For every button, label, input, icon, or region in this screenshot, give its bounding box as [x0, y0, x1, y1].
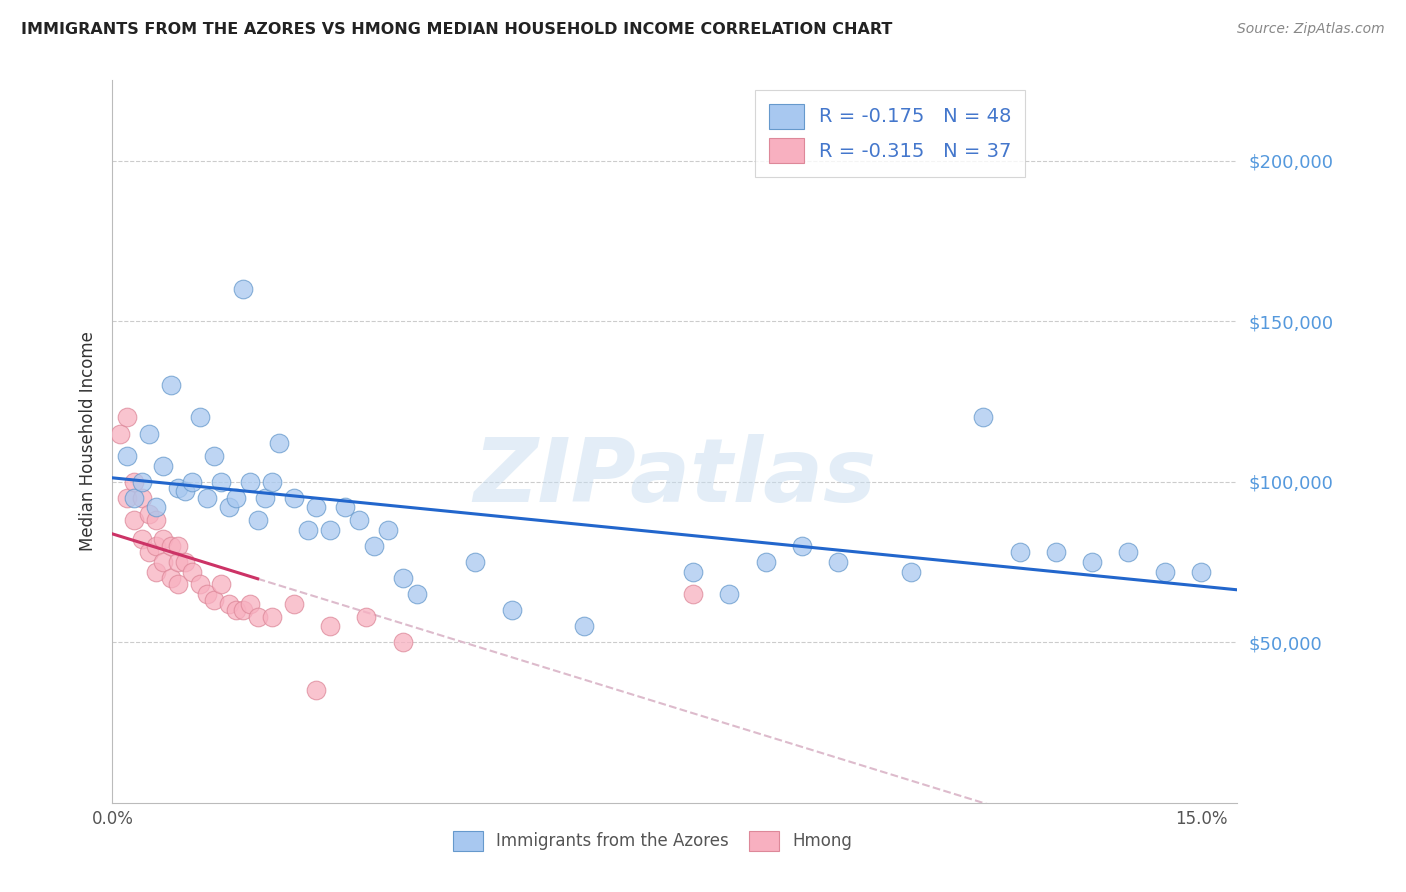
Point [218, 500, 240, 515]
Point [145, 513, 167, 527]
Point [1081, 555, 1104, 569]
Point [145, 539, 167, 553]
Point [1189, 565, 1212, 579]
Point [391, 571, 413, 585]
Point [464, 555, 486, 569]
Point [131, 475, 153, 489]
Point [305, 683, 328, 698]
Point [572, 619, 595, 633]
Point [174, 555, 197, 569]
Point [181, 565, 204, 579]
Point [138, 545, 160, 559]
Point [239, 475, 262, 489]
Point [115, 410, 138, 425]
Point [283, 491, 305, 505]
Point [131, 491, 153, 505]
Point [790, 539, 813, 553]
Point [972, 410, 994, 425]
Point [115, 491, 138, 505]
Point [363, 539, 385, 553]
Point [225, 491, 247, 505]
Point [297, 523, 319, 537]
Point [406, 587, 429, 601]
Point [682, 587, 704, 601]
Point [305, 500, 328, 515]
Point [333, 500, 356, 515]
Point [152, 533, 174, 547]
Y-axis label: Median Household Income: Median Household Income [79, 332, 97, 551]
Point [718, 587, 741, 601]
Point [166, 555, 188, 569]
Point [755, 555, 778, 569]
Point [115, 449, 138, 463]
Point [262, 609, 284, 624]
Point [246, 513, 269, 527]
Point [159, 571, 181, 585]
Point [283, 597, 305, 611]
Point [122, 491, 145, 505]
Point [253, 491, 276, 505]
Point [1153, 565, 1175, 579]
Point [225, 603, 247, 617]
Point [391, 635, 413, 649]
Point [195, 587, 218, 601]
Point [152, 555, 174, 569]
Point [166, 577, 188, 591]
Point [239, 597, 262, 611]
Point [181, 475, 204, 489]
Point [108, 426, 131, 441]
Point [1045, 545, 1067, 559]
Point [195, 491, 218, 505]
Point [356, 609, 378, 624]
Point [166, 481, 188, 495]
Point [347, 513, 370, 527]
Point [145, 500, 167, 515]
Point [246, 609, 269, 624]
Point [202, 449, 225, 463]
Point [1008, 545, 1031, 559]
Point [138, 507, 160, 521]
Point [202, 593, 225, 607]
Point [159, 378, 181, 392]
Point [122, 475, 145, 489]
Legend: Immigrants from the Azores, Hmong: Immigrants from the Azores, Hmong [444, 822, 860, 860]
Point [218, 597, 240, 611]
Point [188, 577, 211, 591]
Point [122, 513, 145, 527]
Point [159, 539, 181, 553]
Point [269, 436, 291, 450]
Point [232, 603, 254, 617]
Point [232, 282, 254, 296]
Point [152, 458, 174, 473]
Point [262, 475, 284, 489]
Point [131, 533, 153, 547]
Text: Source: ZipAtlas.com: Source: ZipAtlas.com [1237, 22, 1385, 37]
Point [209, 577, 232, 591]
Point [900, 565, 922, 579]
Point [827, 555, 849, 569]
Point [501, 603, 523, 617]
Text: ZIPatlas: ZIPatlas [474, 434, 876, 521]
Point [319, 619, 342, 633]
Point [1118, 545, 1140, 559]
Point [209, 475, 232, 489]
Point [138, 426, 160, 441]
Point [174, 484, 197, 499]
Point [377, 523, 399, 537]
Point [682, 565, 704, 579]
Point [145, 565, 167, 579]
Point [319, 523, 342, 537]
Text: IMMIGRANTS FROM THE AZORES VS HMONG MEDIAN HOUSEHOLD INCOME CORRELATION CHART: IMMIGRANTS FROM THE AZORES VS HMONG MEDI… [21, 22, 893, 37]
Point [166, 539, 188, 553]
Point [188, 410, 211, 425]
